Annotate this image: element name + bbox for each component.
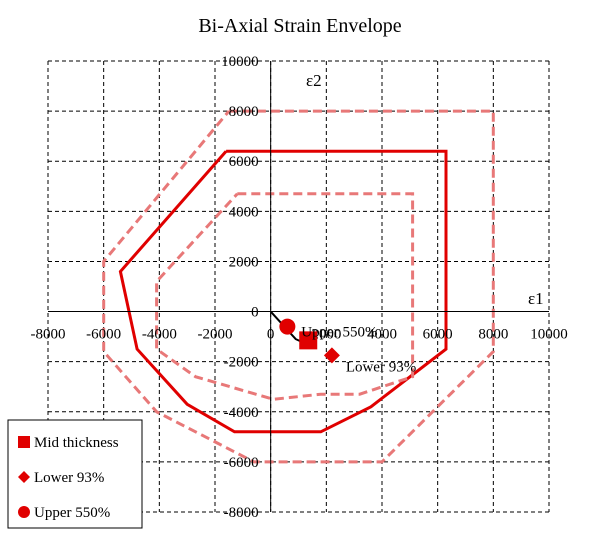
x-tick-label: -2000 — [198, 327, 233, 343]
point-annotations: Upper 550% Lower 93% — [301, 325, 416, 376]
y-tick-label: 4000 — [229, 204, 259, 220]
y-tick-labels: -8000 -6000 -4000 -2000 0 2000 4000 6000 8000 100… — [221, 54, 259, 521]
y-tick-label: 8000 — [229, 104, 259, 120]
data-points — [279, 318, 340, 364]
data-point-square — [299, 331, 318, 350]
x-tick-label: -8000 — [31, 327, 66, 343]
x-tick-label: 0 — [267, 327, 275, 343]
x-tick-label: 2000 — [311, 327, 341, 343]
x-tick-label: 4000 — [367, 327, 397, 343]
y-tick-label: -2000 — [224, 355, 259, 371]
y-axis-label: ε2 — [306, 71, 322, 90]
x-tick-label: 10000 — [530, 327, 568, 343]
x-tick-label: -4000 — [142, 327, 177, 343]
axes — [48, 61, 549, 512]
data-point-circle — [279, 318, 296, 335]
envelope-line — [155, 192, 415, 401]
y-tick-label: -4000 — [224, 405, 259, 421]
chart-title: Bi-Axial Strain Envelope — [198, 15, 401, 37]
strain-envelopes — [102, 109, 495, 464]
x-tick-labels: -8000 -6000 -4000 -2000 0 2000 4000 6000 8000 100… — [31, 327, 568, 343]
y-tick-label: 6000 — [229, 154, 259, 170]
legend-items: Mid thickness Lower 93% Upper 550% — [18, 435, 119, 521]
point-annotation: Lower 93% — [346, 360, 416, 376]
envelope-line — [102, 109, 495, 464]
envelope-line — [118, 149, 448, 434]
legend-marker-square — [18, 436, 30, 448]
point-annotation: Upper 550% — [301, 325, 377, 341]
legend-label: Lower 93% — [34, 470, 104, 486]
x-axis-label: ε1 — [528, 289, 544, 308]
y-tick-label: 0 — [251, 305, 259, 321]
x-tick-label: 8000 — [478, 327, 508, 343]
y-tick-label: 2000 — [229, 254, 259, 270]
y-tick-label: -8000 — [224, 505, 259, 521]
data-point-diamond — [323, 347, 340, 364]
legend-box — [7, 419, 143, 529]
y-tick-label: 10000 — [221, 54, 259, 70]
x-tick-label: 6000 — [423, 327, 453, 343]
legend: Mid thickness Lower 93% Upper 550% — [7, 419, 143, 529]
legend-label: Mid thickness — [34, 435, 119, 451]
y-tick-label: -6000 — [224, 455, 259, 471]
legend-marker-circle — [18, 506, 30, 518]
x-tick-label: -6000 — [86, 327, 121, 343]
legend-label: Upper 550% — [34, 505, 110, 521]
legend-marker-diamond — [18, 471, 30, 483]
